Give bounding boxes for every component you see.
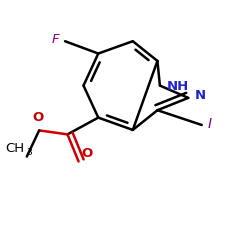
Text: I: I [208,117,212,131]
Text: CH: CH [6,142,25,154]
Text: 3: 3 [27,148,32,156]
Text: N: N [195,89,206,102]
Text: NH: NH [167,80,189,93]
Text: O: O [81,146,92,160]
Text: O: O [32,111,44,124]
Text: F: F [51,34,59,46]
